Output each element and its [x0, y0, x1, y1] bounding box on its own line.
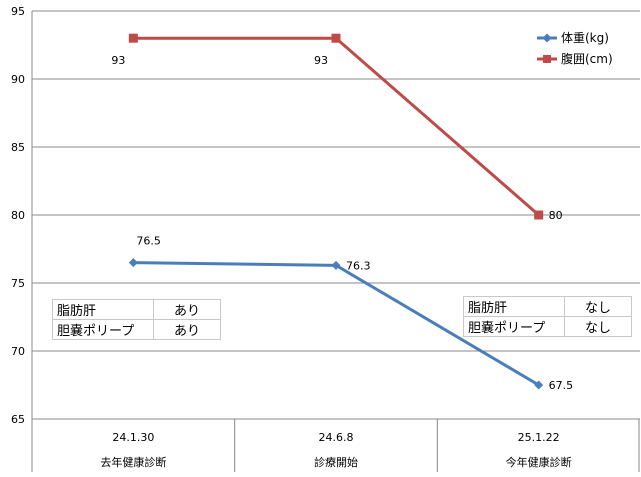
notes-key: 脂肪肝 — [463, 296, 565, 317]
data-point-marker — [331, 260, 341, 270]
notes-value: なし — [564, 296, 632, 317]
data-point-marker — [331, 33, 341, 43]
legend-label: 体重(kg) — [561, 31, 609, 45]
data-label: 76.3 — [346, 259, 371, 272]
notes-row-gallbladder-polyp: 胆嚢ポリープ なし — [463, 316, 632, 337]
x-tick-label: 診療開始 — [314, 455, 358, 469]
data-point-marker — [534, 210, 544, 220]
notes-value: あり — [153, 299, 221, 320]
data-point-marker — [534, 380, 544, 390]
data-label: 80 — [549, 209, 563, 222]
notes-row-fatty-liver: 脂肪肝 なし — [463, 296, 632, 317]
legend-swatch-marker — [542, 33, 552, 43]
y-tick-label: 85 — [11, 141, 25, 154]
y-tick-label: 70 — [11, 345, 25, 358]
notes-value: あり — [153, 319, 221, 340]
x-tick-label: 今年健康診断 — [506, 455, 572, 469]
legend-swatch-marker — [543, 55, 551, 63]
data-point-marker — [128, 258, 138, 268]
legend-label: 腹囲(cm) — [561, 52, 613, 66]
data-label: 93 — [314, 54, 328, 67]
notes-table-before: 脂肪肝 あり 胆嚢ポリープ あり — [52, 299, 221, 340]
y-tick-label: 95 — [11, 5, 25, 18]
y-tick-label: 65 — [11, 413, 25, 426]
notes-row-fatty-liver: 脂肪肝 あり — [52, 299, 221, 320]
notes-key: 脂肪肝 — [52, 299, 154, 320]
notes-key: 胆嚢ポリープ — [52, 319, 154, 340]
data-label: 93 — [111, 54, 125, 67]
notes-value: なし — [564, 316, 632, 337]
data-point-marker — [128, 33, 138, 43]
notes-row-gallbladder-polyp: 胆嚢ポリープ あり — [52, 319, 221, 340]
notes-table-after: 脂肪肝 なし 胆嚢ポリープ なし — [463, 296, 632, 337]
y-tick-label: 90 — [11, 73, 25, 86]
notes-key: 胆嚢ポリープ — [463, 316, 565, 337]
series-line — [133, 36, 540, 217]
y-tick-label: 80 — [11, 209, 25, 222]
x-tick-date: 24.1.30 — [112, 431, 154, 444]
y-tick-label: 75 — [11, 277, 25, 290]
x-tick-date: 24.6.8 — [319, 431, 354, 444]
data-label: 67.5 — [549, 379, 574, 392]
x-tick-date: 25.1.22 — [518, 431, 560, 444]
data-label: 76.5 — [136, 235, 161, 248]
x-tick-label: 去年健康診断 — [100, 455, 166, 469]
